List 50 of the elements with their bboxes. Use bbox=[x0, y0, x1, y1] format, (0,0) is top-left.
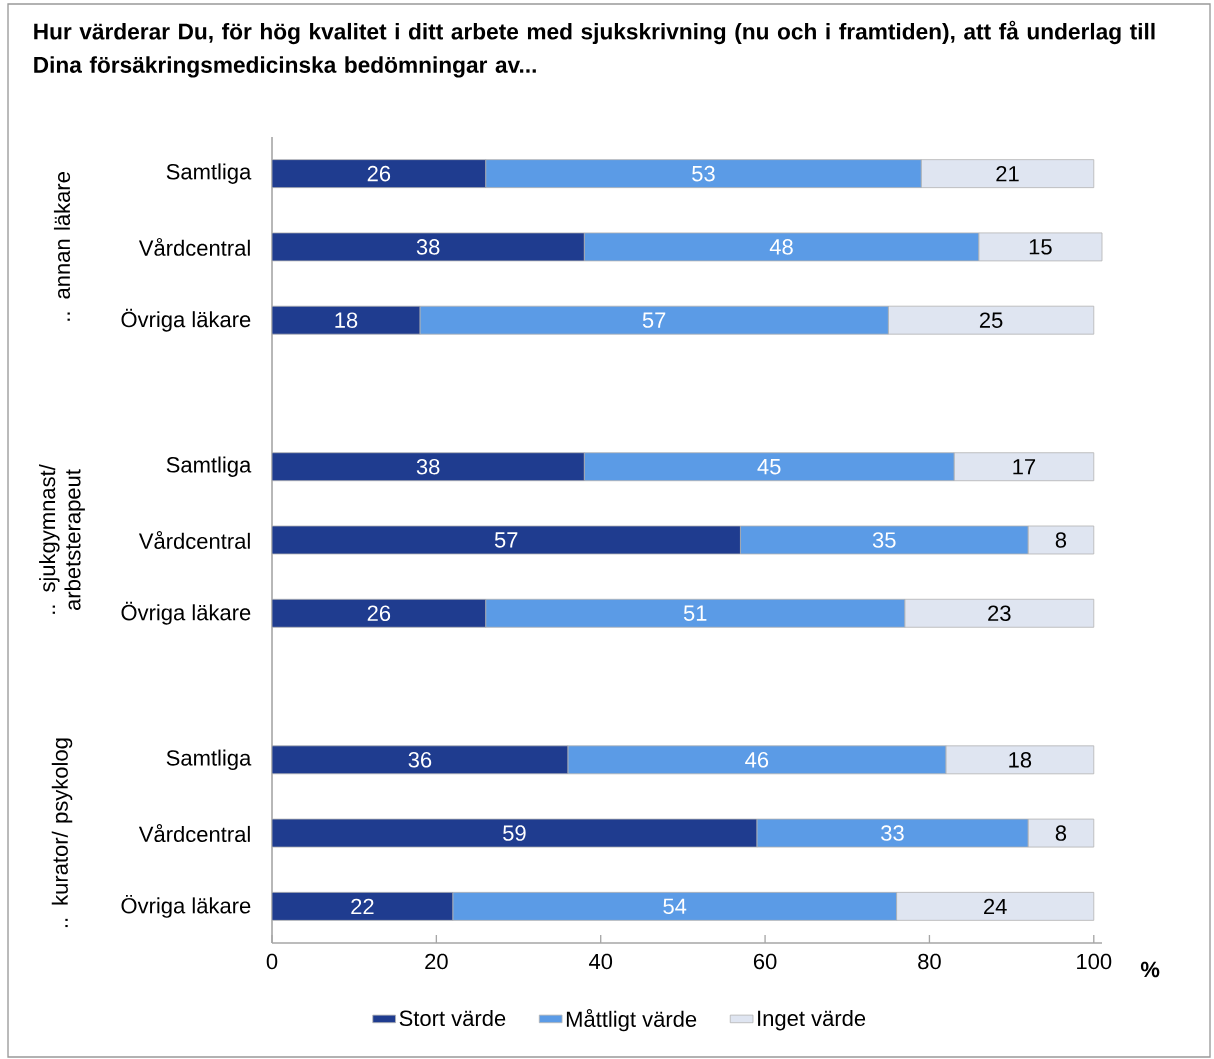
x-tick-label: 20 bbox=[425, 953, 448, 970]
data-label: 8 bbox=[1055, 532, 1067, 548]
data-label: 33 bbox=[881, 825, 904, 841]
data-label: 24 bbox=[984, 898, 1007, 915]
data-label: 26 bbox=[367, 605, 391, 622]
y-tick-label: Övriga läkare bbox=[121, 601, 251, 625]
x-tick-label: 80 bbox=[918, 953, 941, 970]
y-tick-label: Övriga läkare bbox=[121, 308, 251, 332]
text: .. sjukgymnast/ arbetsterapeut bbox=[39, 464, 85, 614]
y-tick-label: Vårdcentral bbox=[138, 824, 250, 843]
x-tick-label: 60 bbox=[753, 953, 777, 970]
text: .. kurator/ psykolog bbox=[51, 738, 73, 928]
data-label: 36 bbox=[408, 752, 432, 768]
data-label: 45 bbox=[757, 459, 781, 475]
y-tick-label: Vårdcentral bbox=[138, 531, 250, 549]
data-label: 53 bbox=[692, 165, 715, 182]
y-tick-label: Samtliga bbox=[166, 749, 252, 771]
data-label: 38 bbox=[416, 239, 440, 255]
data-label: 18 bbox=[335, 312, 358, 328]
data-label: 21 bbox=[996, 165, 1019, 182]
data-label: 22 bbox=[351, 898, 374, 915]
data-label: 57 bbox=[642, 312, 666, 328]
y-tick-label: Samtliga bbox=[166, 456, 252, 477]
y-tick-label: Övriga läkare bbox=[121, 894, 251, 918]
data-label: 8 bbox=[1055, 825, 1067, 841]
x-tick-label: 0 bbox=[266, 953, 278, 970]
data-label: 35 bbox=[872, 532, 896, 548]
data-label: 38 bbox=[416, 458, 440, 475]
data-label: 57 bbox=[494, 532, 518, 548]
data-label: 17 bbox=[1013, 459, 1036, 475]
legend-label: Inget värde bbox=[758, 1009, 866, 1031]
x-axis-title: % bbox=[1140, 961, 1160, 978]
data-label: 59 bbox=[503, 825, 526, 841]
y-tick-label: Vårdcentral bbox=[138, 237, 250, 256]
data-label: 15 bbox=[1029, 239, 1052, 255]
x-tick-label: 100 bbox=[1077, 953, 1112, 970]
data-label: 26 bbox=[367, 165, 391, 182]
data-label: 23 bbox=[988, 605, 1011, 622]
data-label: 46 bbox=[745, 752, 769, 768]
data-label: 25 bbox=[979, 312, 1003, 328]
legend-label: Stort värde bbox=[399, 1009, 506, 1027]
data-label: 51 bbox=[683, 605, 707, 621]
text: .. annan läkare bbox=[53, 172, 71, 321]
data-label: 54 bbox=[663, 898, 687, 915]
y-tick-label: Samtliga bbox=[166, 163, 252, 184]
data-label: 18 bbox=[1009, 752, 1032, 768]
x-tick-label: 40 bbox=[588, 953, 613, 970]
chart-title: Hur värderar Du, för hög kvalitet i ditt arbete med sjukskrivning (nu och i framtiden), att få underlag till Dina försäkringsmedicinska bedömningar av... bbox=[34, 20, 1155, 78]
data-label: 48 bbox=[769, 239, 793, 255]
legend-label: Måttligt värde bbox=[566, 1009, 697, 1032]
